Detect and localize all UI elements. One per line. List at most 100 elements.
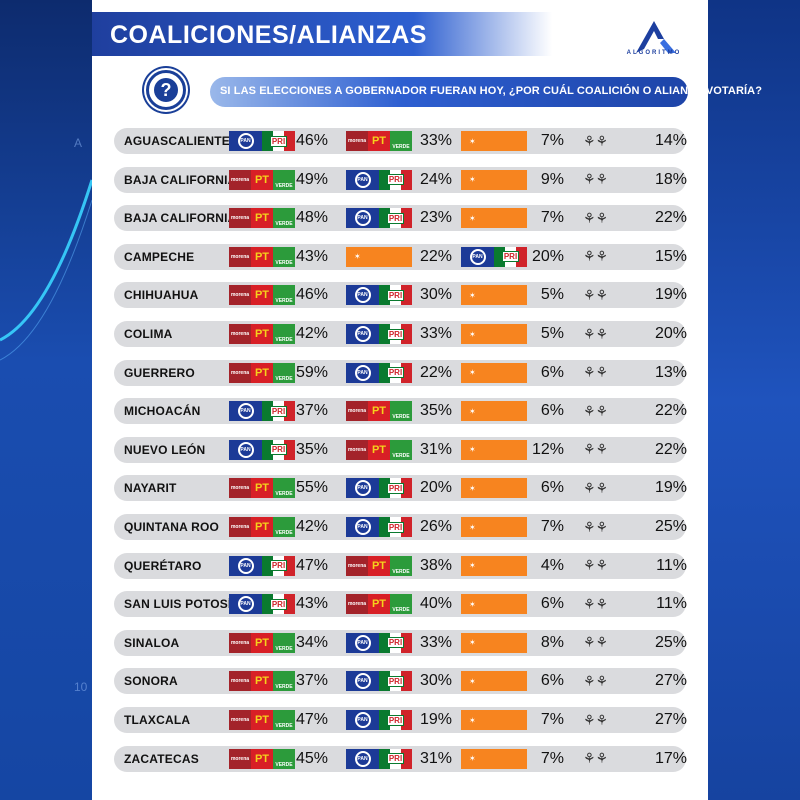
pri-logo-icon: PRI [379, 362, 412, 383]
pan-logo-icon: PAN [229, 401, 262, 422]
table-row: NAYARIT morena PT VERDE 55% PAN PRI 20% ✶ 6% ⚘⚘ 19% [114, 475, 687, 502]
verde-logo-icon: VERDE [390, 401, 412, 422]
pan-logo-icon: PAN [346, 208, 379, 229]
state-name: ZACATECAS [124, 751, 199, 766]
other-coalition-logo: ⚘⚘ [577, 478, 643, 498]
table-row: SONORA morena PT VERDE 37% PAN PRI 30% ✶ 6% ⚘⚘ 27% [114, 668, 687, 695]
pri-logo-icon: PRI [379, 517, 412, 537]
coalition-percentage: 30% [419, 286, 452, 304]
coalition-percentage: 26% [419, 518, 452, 535]
undecided-people-icon: ⚘⚘ [583, 518, 609, 535]
coalition-percentage: 17% [654, 749, 687, 767]
mpv-coalition-logo: morena PT VERDE [346, 555, 412, 576]
pri-logo-text: PRI [386, 174, 405, 186]
background-left: A 10 [0, 0, 94, 800]
mc-eagle-icon: ✶ [461, 285, 527, 306]
pri-logo-icon: PRI [262, 439, 295, 460]
coalition-percentage: 13% [654, 363, 687, 381]
coalition-percentage: 20% [419, 479, 452, 497]
coalition-percentage: 8% [540, 633, 564, 651]
mc-coalition-logo: ✶ [461, 362, 527, 383]
table-row: NUEVO LEÓN PAN PRI 35% morena PT VERDE 31% ✶ 12% ⚘… [114, 436, 687, 463]
background-right [708, 0, 800, 800]
verde-logo-icon: VERDE [273, 710, 295, 730]
coalition-percentage: 7% [540, 518, 564, 535]
pt-logo-icon: PT [251, 285, 273, 306]
pt-logo-icon: PT [251, 632, 273, 653]
other-coalition-logo: ⚘⚘ [577, 285, 643, 305]
pan-logo-icon: PAN [346, 362, 379, 383]
morena-logo-icon: morena [229, 632, 251, 653]
mpv-coalition-logo: morena PT VERDE [229, 169, 295, 190]
coalition-percentage: 6% [540, 479, 564, 497]
pan-logo-text: PAN [354, 712, 371, 728]
panpri-coalition-logo: PAN PRI [346, 478, 412, 499]
panpri-coalition-logo: PAN PRI [461, 246, 527, 267]
other-coalition-logo: ⚘⚘ [577, 131, 643, 151]
verde-logo-icon: VERDE [390, 594, 412, 615]
other-coalition-logo: ⚘⚘ [577, 594, 643, 614]
pt-logo-icon: PT [251, 208, 273, 229]
state-name: BAJA CALIFORNIA [124, 172, 237, 187]
undecided-people-icon: ⚘⚘ [583, 171, 609, 188]
coalition-percentage: 19% [654, 286, 687, 304]
verde-logo-icon: VERDE [273, 478, 295, 499]
pri-logo-icon: PRI [379, 632, 412, 653]
brand-name: ALGORITMO [626, 50, 682, 56]
verde-logo-icon: VERDE [273, 324, 295, 344]
mc-eagle-icon: ✶ [461, 324, 527, 344]
panpri-coalition-logo: PAN PRI [229, 555, 295, 576]
mpv-coalition-logo: morena PT VERDE [346, 401, 412, 422]
pri-logo-icon: PRI [379, 710, 412, 730]
undecided-people-icon: ⚘⚘ [583, 364, 609, 381]
pan-logo-text: PAN [354, 480, 371, 497]
coalition-percentage: 35% [419, 402, 452, 420]
morena-logo-icon: morena [229, 285, 251, 306]
mc-eagle-icon: ✶ [461, 517, 527, 537]
mc-coalition-logo: ✶ [461, 671, 527, 692]
panpri-coalition-logo: PAN PRI [346, 362, 412, 383]
coalition-percentage: 30% [419, 672, 452, 690]
pan-logo-text: PAN [354, 210, 371, 227]
mc-coalition-logo: ✶ [461, 632, 527, 653]
undecided-people-icon: ⚘⚘ [583, 402, 609, 419]
coalition-percentage: 37% [295, 402, 328, 420]
mpv-coalition-logo: morena PT VERDE [229, 748, 295, 769]
pan-logo-icon: PAN [461, 246, 494, 267]
panpri-coalition-logo: PAN PRI [229, 439, 295, 460]
verde-logo-icon: VERDE [390, 555, 412, 576]
pan-logo-text: PAN [237, 557, 254, 574]
verde-logo-icon: VERDE [273, 748, 295, 769]
coalition-percentage: 27% [654, 672, 687, 690]
mc-coalition-logo: ✶ [461, 169, 527, 190]
coalition-percentage: 22% [419, 363, 452, 381]
verde-logo-icon: VERDE [273, 671, 295, 692]
other-coalition-logo: ⚘⚘ [577, 208, 643, 228]
coalition-percentage: 38% [419, 556, 452, 574]
mc-coalition-logo: ✶ [346, 246, 412, 267]
pri-logo-text: PRI [386, 212, 405, 224]
mc-coalition-logo: ✶ [461, 285, 527, 306]
undecided-people-icon: ⚘⚘ [583, 209, 609, 226]
pri-logo-text: PRI [501, 251, 520, 263]
state-name: MICHOACÁN [124, 404, 201, 419]
other-coalition-logo: ⚘⚘ [577, 671, 643, 691]
other-coalition-logo: ⚘⚘ [577, 247, 643, 267]
mc-coalition-logo: ✶ [461, 478, 527, 499]
table-row: BAJA CALIFORNIA SUR morena PT VERDE 48% PAN PR… [114, 205, 687, 232]
pan-logo-icon: PAN [346, 671, 379, 692]
panpri-coalition-logo: PAN PRI [346, 285, 412, 306]
coalition-percentage: 42% [295, 518, 328, 535]
other-coalition-logo: ⚘⚘ [577, 324, 643, 344]
pri-logo-icon: PRI [262, 131, 295, 151]
undecided-people-icon: ⚘⚘ [583, 286, 609, 303]
pri-logo-text: PRI [269, 405, 288, 417]
mc-eagle-icon: ✶ [461, 748, 527, 769]
mc-eagle-icon: ✶ [346, 246, 412, 267]
verde-logo-icon: VERDE [273, 362, 295, 383]
pt-logo-icon: PT [251, 710, 273, 730]
pan-logo-icon: PAN [346, 324, 379, 344]
verde-logo-icon: VERDE [273, 632, 295, 653]
coalition-percentage: 11% [656, 595, 687, 613]
morena-logo-icon: morena [229, 710, 251, 730]
